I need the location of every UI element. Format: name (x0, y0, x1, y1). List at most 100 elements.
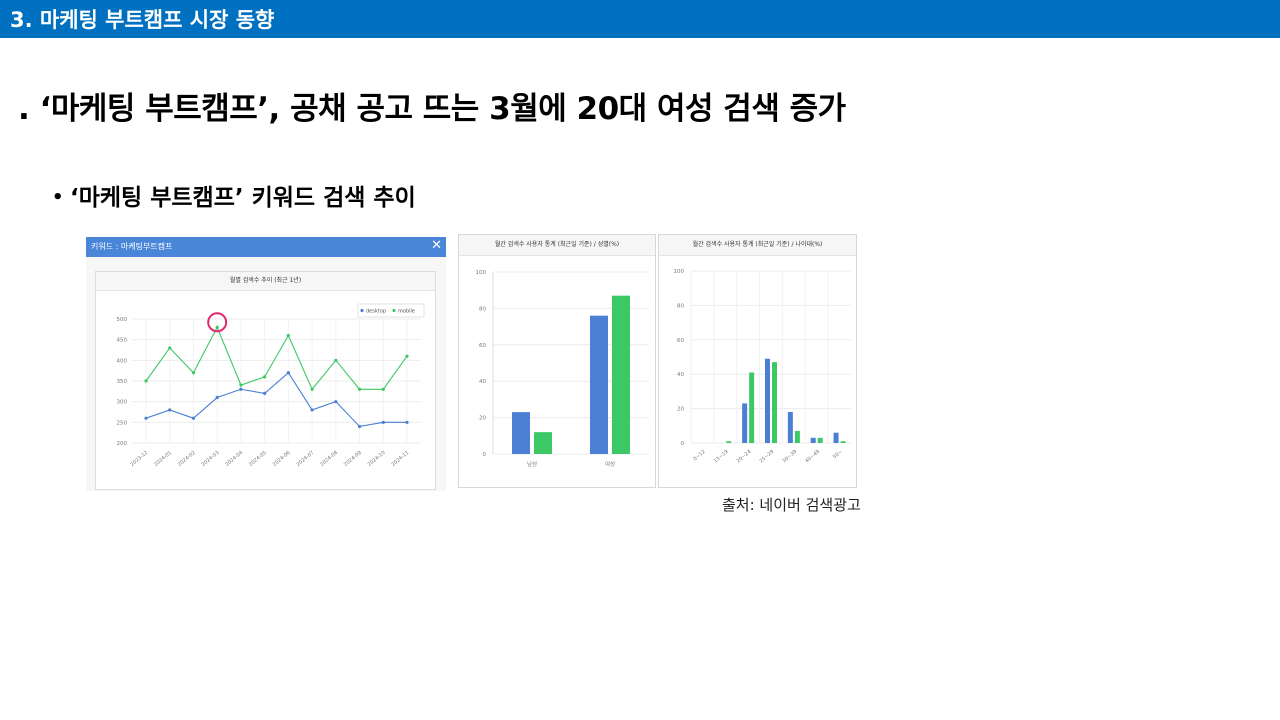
bar-desktop (742, 403, 748, 443)
y-tick-label: 20 (677, 407, 684, 413)
bar-mobile (817, 437, 823, 443)
header-title: 3. 마케팅 부트캠프 시장 동향 (10, 8, 275, 32)
data-point-mobile (215, 325, 219, 329)
data-point-desktop (405, 420, 409, 424)
bullet-dot: • (52, 187, 64, 208)
bar-mobile (840, 441, 846, 443)
series-line-desktop (145, 371, 407, 428)
line-chart-title: 월별 검색수 추이 (최근 1년) (96, 272, 435, 291)
line-chart-card: 월별 검색수 추이 (최근 1년) 200 250 300 350 400 450 500 2… (95, 271, 436, 490)
data-point-desktop (168, 408, 172, 412)
bar-desktop (590, 315, 608, 454)
close-icon[interactable]: ✕ (431, 238, 442, 253)
y-tick-label: 350 (117, 379, 128, 385)
bar-mobile (772, 362, 777, 443)
bar-desktop (810, 437, 816, 443)
x-tick-label: 2024-06 (272, 450, 292, 468)
keyword-bar: 키워드 : 마케팅부트캠프 ✕ (86, 237, 446, 257)
gender-chart-title: 월간 검색수 사용자 통계 (최근일 기준) / 성별(%) (459, 235, 655, 256)
bar-desktop (512, 412, 530, 454)
x-tick-label: 2024-01 (153, 450, 173, 468)
x-tick-label: 2024-03 (201, 450, 221, 468)
y-tick-label: 500 (117, 317, 128, 323)
x-tick-label: 2024-10 (367, 450, 387, 468)
x-tick-label: 2024-04 (224, 450, 244, 468)
data-point-mobile (263, 375, 267, 379)
bar-desktop (787, 412, 793, 443)
bar-mobile (749, 372, 755, 443)
data-point-desktop (263, 391, 267, 395)
age-chart-title: 월간 검색수 사용자 통계 (최근일 기준) / 나이대(%) (659, 235, 856, 256)
y-tick-label: 80 (479, 306, 486, 312)
bar-mobile (612, 295, 630, 454)
x-tick-label: 2023-12 (129, 450, 149, 468)
data-point-mobile (191, 371, 196, 375)
legend-label: desktop (366, 309, 386, 315)
x-tick-label: 25~29 (758, 449, 775, 464)
y-tick-label: 100 (674, 269, 685, 275)
data-point-desktop (239, 387, 243, 391)
data-point-desktop (357, 424, 362, 429)
y-tick-label: 400 (117, 358, 128, 364)
data-point-desktop (310, 408, 314, 412)
x-tick-label: 2024-07 (296, 450, 316, 468)
y-tick-label: 40 (677, 372, 684, 378)
data-point-desktop (191, 416, 196, 420)
bullet-line: • ‘마케팅 부트캠프’ 키워드 검색 추이 (52, 178, 416, 212)
bar-desktop (765, 358, 770, 443)
data-point-mobile (334, 358, 338, 362)
y-tick-label: 40 (479, 379, 486, 385)
y-tick-label: 80 (677, 303, 684, 309)
data-point-mobile (286, 333, 290, 338)
x-tick-label: 20~24 (736, 449, 753, 464)
y-tick-label: 60 (677, 338, 684, 344)
keyword-label: 키워드 : 마케팅부트캠프 (91, 242, 173, 251)
bar-mobile (534, 432, 552, 454)
data-point-desktop (286, 371, 290, 375)
data-point-mobile (310, 387, 314, 391)
x-tick-label: 2024-08 (319, 450, 339, 468)
age-chart-panel: 월간 검색수 사용자 통계 (최근일 기준) / 나이대(%) 0 20 40 60 8… (658, 234, 857, 488)
x-tick-label: 남성 (527, 460, 537, 468)
gender-chart-svg: 0 20 40 60 80 100 남성 여성 (476, 270, 649, 468)
x-tick-label: 50~ (832, 449, 844, 460)
data-point-mobile (239, 383, 243, 387)
source-note: 출처: 네이버 검색광고 (722, 496, 861, 514)
y-tick-label: 0 (483, 452, 487, 458)
headline: . ‘마케팅 부트캠프’, 공채 공고 뜨는 3월에 20대 여성 검색 증가 (18, 91, 846, 127)
legend-marker (360, 308, 364, 313)
x-tick-label: 2024-09 (343, 450, 363, 468)
y-tick-label: 450 (117, 338, 128, 344)
x-tick-label: 2024-11 (390, 450, 410, 468)
data-point-desktop (381, 420, 385, 424)
x-tick-label: 여성 (605, 460, 615, 468)
y-tick-label: 200 (117, 441, 128, 447)
bar-desktop (833, 432, 839, 443)
data-point-mobile (144, 379, 148, 383)
legend-box (357, 303, 425, 318)
data-point-desktop (215, 395, 219, 400)
data-point-desktop (144, 416, 148, 420)
data-point-mobile (381, 387, 385, 391)
bullet-text: ‘마케팅 부트캠프’ 키워드 검색 추이 (70, 185, 416, 211)
x-tick-label: 40~49 (804, 449, 821, 464)
y-tick-label: 0 (681, 441, 685, 447)
gender-chart-panel: 월간 검색수 사용자 통계 (최근일 기준) / 성별(%) 0 20 40 60 80… (458, 234, 656, 488)
legend-label: mobile (398, 309, 415, 315)
data-point-mobile (405, 354, 409, 358)
header-bar: 3. 마케팅 부트캠프 시장 동향 (0, 0, 1280, 38)
x-tick-label: 2024-02 (177, 450, 197, 468)
y-tick-label: 60 (479, 343, 486, 349)
y-tick-label: 20 (479, 416, 486, 422)
age-chart-svg: 0 20 40 60 80 100 0~12 13~19 20~24 25~29 30~39 40~4… (674, 269, 851, 464)
line-chart-panel: 키워드 : 마케팅부트캠프 ✕ 월별 검색수 추이 (최근 1년) 200 250… (86, 237, 446, 491)
data-point-mobile (357, 387, 362, 391)
x-tick-label: 13~19 (713, 449, 730, 464)
y-tick-label: 100 (476, 270, 487, 276)
x-tick-label: 0~12 (692, 449, 706, 462)
series-line-mobile (145, 325, 408, 391)
data-point-mobile (168, 346, 172, 350)
y-tick-label: 300 (117, 400, 128, 406)
y-tick-label: 250 (117, 420, 128, 426)
